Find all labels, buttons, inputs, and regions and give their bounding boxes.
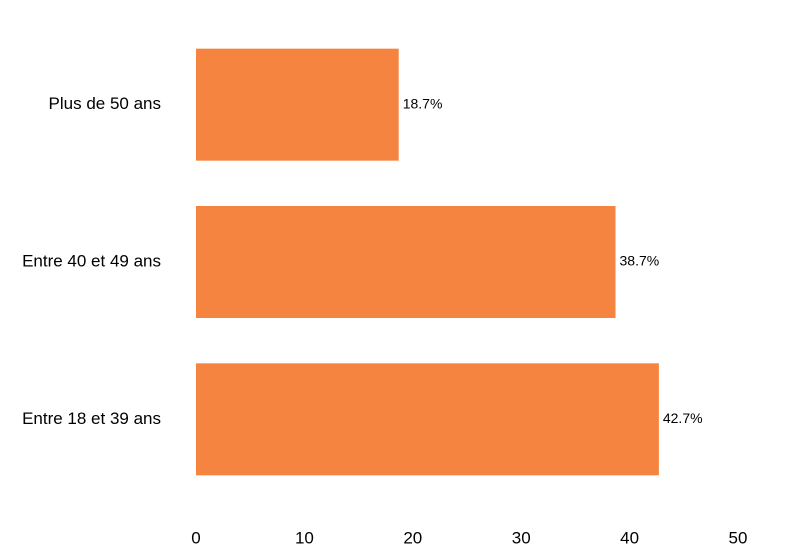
x-axis-ticks: 0 10 20 30 40 50 bbox=[191, 528, 747, 547]
x-tick-label-4: 40 bbox=[620, 528, 639, 547]
data-label-1: 38.7% bbox=[620, 253, 660, 269]
x-tick-label-2: 20 bbox=[403, 528, 422, 547]
x-tick-label-3: 30 bbox=[512, 528, 531, 547]
bar-0 bbox=[196, 48, 399, 161]
bar-1 bbox=[196, 206, 616, 318]
x-tick-label-0: 0 bbox=[191, 528, 200, 547]
category-labels: Plus de 50 ans Entre 40 et 49 ans Entre 18… bbox=[22, 94, 161, 428]
data-label-2: 42.7% bbox=[663, 410, 703, 426]
category-label-0: Plus de 50 ans bbox=[49, 94, 161, 113]
x-tick-label-5: 50 bbox=[729, 528, 748, 547]
data-labels: 18.7% 38.7% 42.7% bbox=[403, 95, 703, 426]
category-label-2: Entre 18 et 39 ans bbox=[22, 409, 161, 428]
bar-2 bbox=[196, 363, 659, 476]
x-tick-label-1: 10 bbox=[295, 528, 314, 547]
category-label-1: Entre 40 et 49 ans bbox=[22, 251, 161, 270]
bars-layer bbox=[196, 48, 659, 476]
data-label-0: 18.7% bbox=[403, 95, 443, 111]
